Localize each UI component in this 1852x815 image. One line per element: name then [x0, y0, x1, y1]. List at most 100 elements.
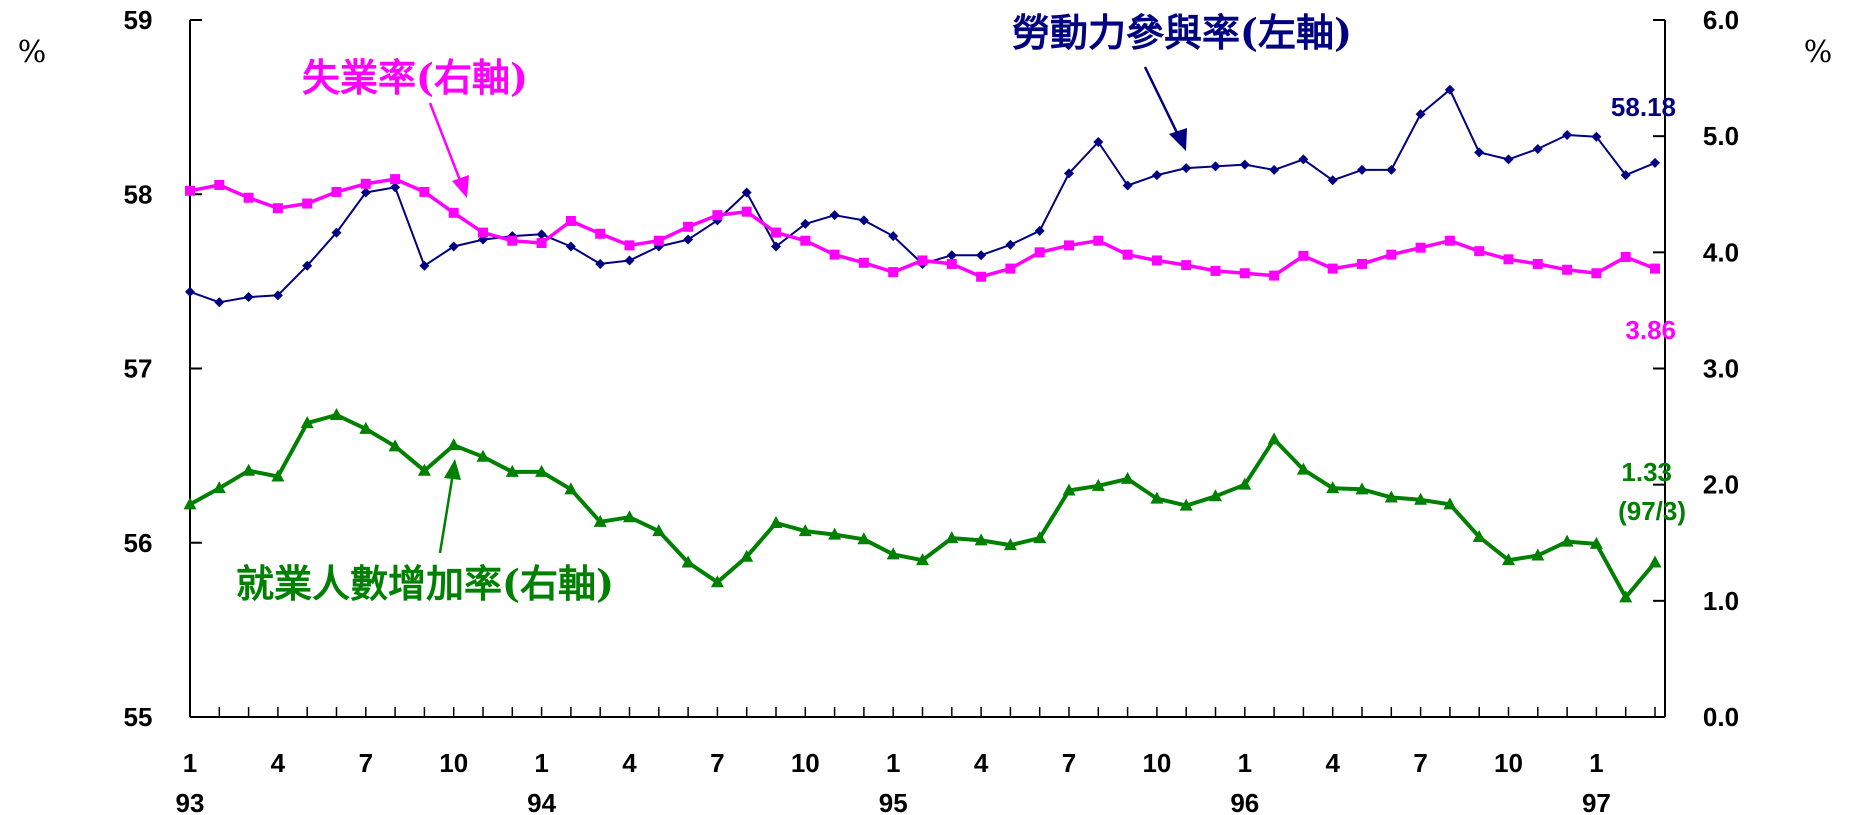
arrow-employment-growth — [438, 472, 455, 554]
series-point-unemployment — [1444, 235, 1455, 246]
series-point-employment-growth — [1355, 482, 1369, 495]
series-point-employment-growth — [1502, 553, 1515, 566]
series-point-participation — [1562, 130, 1573, 141]
series-point-unemployment — [946, 258, 957, 269]
arrow-employment-growth-head — [444, 459, 461, 480]
series-point-employment-growth — [505, 464, 519, 477]
series-point-unemployment — [741, 206, 752, 217]
series-point-participation — [302, 260, 313, 271]
series-point-unemployment — [1005, 263, 1016, 274]
series-point-unemployment — [1532, 258, 1543, 269]
series-point-employment-growth — [447, 438, 461, 451]
series-point-employment-growth — [769, 516, 783, 529]
right-axis-tick-label: 2.0 — [1703, 470, 1739, 500]
series-point-employment-growth — [1414, 492, 1428, 505]
series-point-employment-growth — [740, 549, 754, 562]
series-point-participation — [624, 255, 635, 266]
left-axis-tick-label: 59 — [124, 5, 153, 35]
x-tick-year-label: 96 — [1230, 788, 1259, 815]
series-point-participation — [1591, 131, 1602, 142]
right-axis-tick-label: 0.0 — [1703, 702, 1739, 732]
end-label-unemployment: 3.86 — [1625, 315, 1676, 345]
series-point-participation — [741, 187, 752, 198]
left-axis-unit: % — [18, 35, 47, 70]
series-point-participation — [595, 258, 606, 269]
left-axis-tick-label: 57 — [124, 354, 153, 384]
series-point-unemployment — [800, 235, 811, 246]
series-point-unemployment — [771, 227, 781, 238]
series-name-participation: 勞動力參與率(左軸) — [1012, 10, 1352, 55]
series-point-participation — [185, 286, 195, 297]
series-point-participation — [243, 292, 254, 303]
series-point-participation — [946, 250, 957, 261]
series-point-employment-growth — [1443, 497, 1457, 510]
series-point-employment-growth — [1033, 531, 1047, 544]
series-point-unemployment — [1591, 268, 1602, 279]
right-axis-tick-label: 5.0 — [1703, 121, 1739, 151]
series-point-employment-growth — [652, 524, 666, 537]
series-point-participation — [858, 215, 869, 226]
series-markers — [183, 84, 1662, 603]
series-point-unemployment — [1298, 250, 1309, 261]
series-point-employment-growth — [1384, 490, 1398, 503]
series-point-employment-growth — [945, 531, 959, 544]
series-point-participation — [1650, 157, 1660, 168]
series-point-unemployment — [1181, 260, 1192, 271]
x-tick-month-label: 10 — [439, 748, 468, 778]
series-point-unemployment — [1239, 268, 1250, 279]
x-tick-month-label: 7 — [710, 748, 724, 778]
series-point-employment-growth — [916, 553, 929, 566]
series-point-participation — [331, 227, 342, 238]
series-point-participation — [1327, 175, 1338, 186]
series-point-unemployment — [624, 240, 635, 251]
series-point-unemployment — [214, 179, 225, 190]
series-point-employment-growth — [330, 407, 343, 420]
x-tick-month-label: 7 — [359, 748, 373, 778]
series-name-employment-growth: 就業人數增加率(右軸) — [236, 561, 614, 606]
series-point-employment-growth — [1179, 498, 1193, 511]
series-point-unemployment — [917, 255, 928, 266]
series-point-participation — [1064, 168, 1074, 179]
series-point-employment-growth — [886, 547, 900, 560]
series-point-employment-growth — [1648, 555, 1662, 568]
series-point-participation — [1357, 164, 1367, 175]
x-tick-month-label: 4 — [622, 748, 637, 778]
series-point-participation — [565, 241, 576, 252]
series-point-unemployment — [976, 271, 987, 282]
series-point-participation — [419, 260, 430, 271]
series-point-unemployment — [1327, 263, 1338, 274]
series-point-participation — [800, 218, 811, 229]
axes: 55 56 57 58 59 0.0 1.0 2.0 3.0 4.0 5.0 6.0 1 93 4 7 10 1 9… — [124, 5, 1740, 815]
series-point-participation — [1005, 239, 1016, 250]
series-point-unemployment — [536, 238, 547, 249]
arrow-participation-head — [1169, 128, 1187, 151]
series-point-employment-growth — [1238, 477, 1252, 490]
series-point-employment-growth — [1472, 529, 1486, 542]
series-point-employment-growth — [1091, 478, 1105, 491]
series-point-unemployment — [507, 235, 518, 246]
right-axis-unit: % — [1804, 35, 1833, 70]
series-point-employment-growth — [359, 421, 373, 434]
series-point-employment-growth — [593, 514, 607, 527]
series-point-employment-growth — [1296, 462, 1310, 475]
series-point-employment-growth — [710, 575, 724, 588]
series-name-unemployment: 失業率(右軸) — [302, 55, 528, 100]
series-point-unemployment — [858, 257, 869, 268]
series-point-unemployment — [1474, 246, 1485, 257]
series-point-participation — [214, 297, 225, 308]
series-point-unemployment — [1151, 255, 1162, 266]
x-tick-month-label: 1 — [886, 748, 900, 778]
series-point-employment-growth — [1121, 471, 1135, 484]
series-point-participation — [1239, 159, 1250, 170]
series-point-participation — [683, 234, 694, 245]
series-point-unemployment — [272, 203, 283, 214]
x-tick-month-label: 10 — [1142, 748, 1171, 778]
series-point-employment-growth — [242, 463, 256, 476]
series-point-employment-growth — [1531, 548, 1545, 561]
series-point-unemployment — [1386, 249, 1397, 260]
right-axis-tick-label: 6.0 — [1703, 5, 1739, 35]
series-point-participation — [536, 229, 547, 240]
series-point-employment-growth — [1003, 538, 1017, 551]
series-point-participation — [976, 250, 987, 261]
series-point-participation — [829, 210, 840, 221]
